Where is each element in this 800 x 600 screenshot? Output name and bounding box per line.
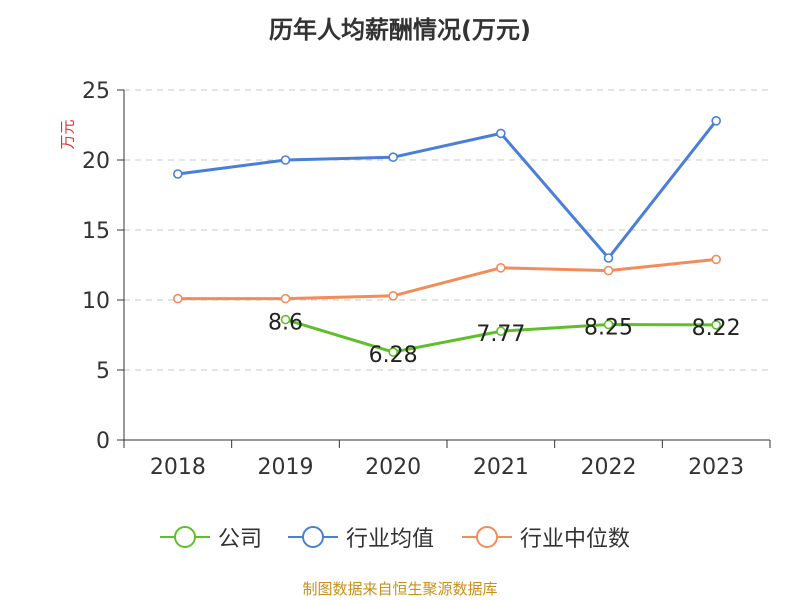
x-tick-label: 2019 — [258, 455, 314, 480]
data-label: 6.28 — [369, 343, 418, 368]
legend-line-icon — [288, 526, 338, 548]
data-point — [603, 265, 614, 276]
data-point — [711, 320, 721, 330]
data-point — [280, 155, 291, 165]
data-label: 8.6 — [268, 311, 303, 336]
series-line — [177, 119, 718, 260]
y-tick-label: 5 — [96, 359, 110, 384]
data-point — [603, 253, 614, 263]
source-note: 制图数据来自恒生聚源数据库 — [302, 580, 498, 598]
x-tick-label: 2021 — [473, 455, 529, 480]
data-point — [711, 254, 721, 265]
y-tick-label: 25 — [82, 79, 110, 104]
y-tick-label: 0 — [96, 429, 110, 454]
chart-title: 历年人均薪酬情况(万元) — [269, 16, 531, 44]
x-tick-label: 2022 — [581, 455, 637, 480]
data-label: 7.77 — [476, 322, 525, 347]
legend: 公司 行业均值 行业中位数 — [0, 520, 800, 554]
data-point — [388, 290, 398, 301]
data-point — [280, 314, 291, 325]
legend-label: 行业均值 — [346, 527, 435, 552]
data-point — [173, 293, 183, 304]
data-point — [496, 326, 506, 337]
data-point — [496, 262, 506, 273]
series-line — [177, 257, 717, 301]
data-point — [496, 128, 506, 139]
data-label: 8.22 — [692, 316, 741, 341]
legend-item[interactable]: 公司 — [160, 520, 262, 554]
data-point — [711, 116, 721, 126]
legend-item[interactable]: 行业中位数 — [462, 520, 630, 554]
y-tick-label: 20 — [82, 149, 110, 174]
data-point — [388, 347, 398, 357]
data-point — [280, 293, 291, 304]
data-point — [173, 169, 183, 179]
legend-item[interactable]: 行业均值 — [288, 520, 434, 554]
y-tick-label: 10 — [82, 289, 110, 314]
x-tick-label: 2018 — [150, 455, 206, 480]
legend-line-icon — [160, 526, 210, 548]
x-tick-label: 2023 — [688, 455, 744, 480]
data-point — [603, 319, 614, 330]
data-label: 8.25 — [584, 316, 633, 341]
x-tick-label: 2020 — [365, 455, 421, 480]
y-tick-label: 15 — [82, 219, 110, 244]
legend-label: 行业中位数 — [520, 527, 631, 552]
legend-line-icon — [462, 526, 512, 548]
legend-label: 公司 — [218, 527, 263, 552]
data-point — [388, 152, 398, 162]
